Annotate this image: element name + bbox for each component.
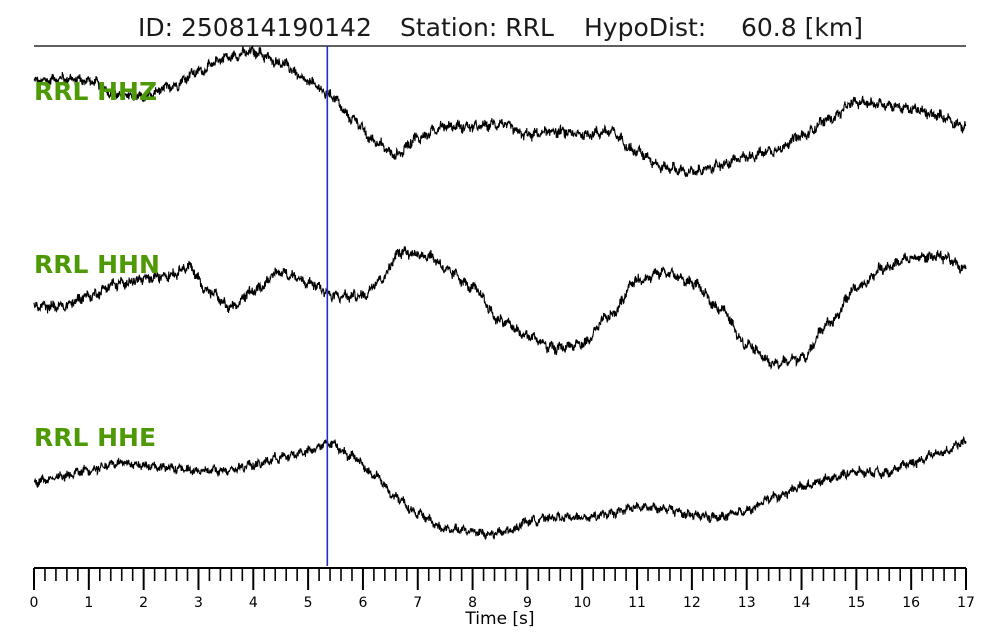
x-tick-label: 10 (573, 595, 591, 611)
x-tick-label: 16 (902, 595, 920, 611)
title-station: Station: RRL (400, 13, 554, 42)
trace-hhe (33, 435, 967, 541)
x-tick-label: 6 (358, 595, 367, 611)
x-tick-label: 9 (523, 595, 532, 611)
x-tick-label: 8 (468, 595, 477, 611)
x-tick-label: 11 (628, 595, 646, 611)
trace-group (33, 44, 967, 541)
x-tick-label: 12 (683, 595, 701, 611)
x-tick-label: 4 (249, 595, 258, 611)
trace-label-hhn: RRL HHN (34, 250, 160, 279)
x-axis-ticks: 0 1 2 3 4 5 6 7 8 9 10 11 12 13 14 15 16 17 (30, 568, 975, 611)
x-tick-label: 3 (194, 595, 203, 611)
x-axis: 0 1 2 3 4 5 6 7 8 9 10 11 12 13 14 15 16 17 (30, 567, 975, 611)
x-tick-label: 1 (84, 595, 93, 611)
x-axis-label: Time [s] (464, 609, 534, 629)
x-tick-label: 7 (413, 595, 422, 611)
title-id: ID: 250814190142 (138, 13, 372, 42)
x-tick-label: 17 (957, 595, 975, 611)
x-tick-label: 0 (30, 595, 39, 611)
x-tick-label: 13 (738, 595, 756, 611)
title-hypodist-label: HypoDist: (584, 13, 706, 42)
trace-hhn (33, 246, 967, 371)
x-tick-label: 5 (304, 595, 313, 611)
x-tick-label: 2 (139, 595, 148, 611)
trace-hhz (33, 44, 967, 177)
x-tick-label: 15 (847, 595, 865, 611)
trace-label-hhz: RRL HHZ (34, 77, 157, 106)
trace-label-hhe: RRL HHE (34, 423, 156, 452)
x-tick-label: 14 (793, 595, 811, 611)
title-hypodist-value: 60.8 [km] (741, 13, 863, 42)
